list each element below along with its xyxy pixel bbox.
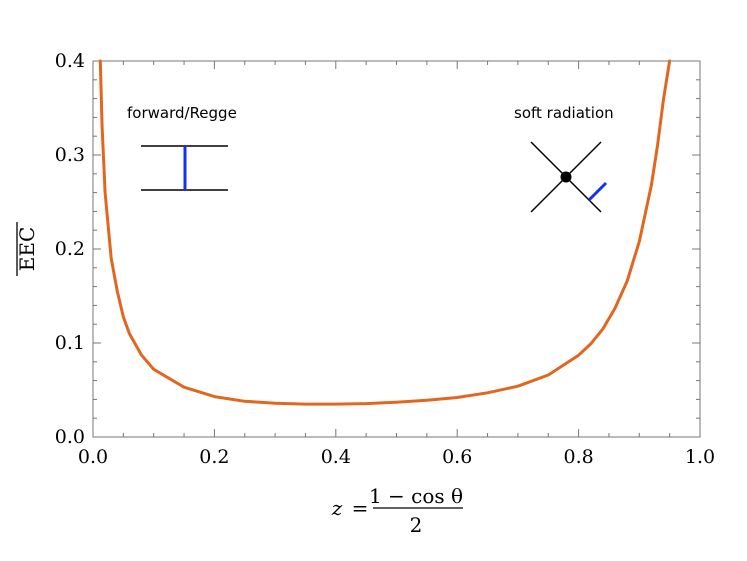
annotation-soft-radiation: soft radiation: [514, 104, 614, 122]
y-tick-label: 0.0: [55, 426, 85, 448]
vertex-emission-diagram-icon: [530, 141, 608, 213]
axis-tick-labels: 0.0 0.2 0.4 0.6 0.8 1.0 0.0 0.1 0.2 0.3 0.4: [55, 50, 715, 468]
svg-text:=: =: [352, 496, 369, 520]
x-tick-label: 0.8: [563, 446, 593, 468]
eec-curve: [98, 59, 672, 406]
svg-text:EEC: EEC: [15, 227, 39, 272]
y-axis-label: EEC: [15, 222, 39, 276]
svg-text:2: 2: [410, 513, 423, 537]
x-axis-label: z = 1 − cos θ 2: [331, 484, 463, 537]
y-tick-label: 0.2: [55, 238, 85, 260]
ladder-diagram-icon: [141, 145, 228, 191]
y-tick-label: 0.4: [55, 50, 85, 72]
svg-text:1 − cos θ: 1 − cos θ: [369, 484, 463, 508]
x-tick-label: 0.6: [442, 446, 472, 468]
x-tick-label: 0.4: [321, 446, 351, 468]
y-tick-label: 0.1: [55, 332, 85, 354]
y-tick-label: 0.3: [55, 144, 85, 166]
axis-ticks: [92, 60, 701, 438]
x-tick-label: 0.0: [78, 446, 108, 468]
svg-text:z: z: [331, 496, 343, 520]
x-tick-label: 0.2: [199, 446, 229, 468]
annotation-forward-regge: forward/Regge: [127, 104, 237, 122]
x-tick-label: 1.0: [685, 446, 715, 468]
